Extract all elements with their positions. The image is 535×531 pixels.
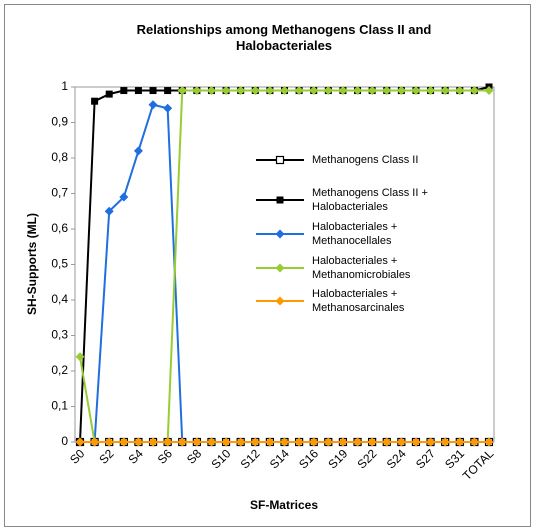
y-tick-label: 0,6 — [51, 221, 68, 235]
data-point — [455, 437, 465, 447]
y-tick-label: 0 — [61, 434, 68, 448]
data-point — [104, 206, 114, 216]
data-point — [236, 86, 246, 96]
data-point — [309, 86, 319, 96]
data-point — [192, 86, 202, 96]
data-point — [426, 437, 436, 447]
data-point — [469, 437, 479, 447]
data-point — [309, 437, 319, 447]
chart-title: Relationships among Methanogens Class II… — [136, 22, 432, 53]
data-point — [275, 296, 285, 306]
y-tick-label: 0,5 — [51, 257, 68, 271]
y-tick-label: 1 — [61, 79, 68, 93]
data-point — [294, 86, 304, 96]
data-point — [221, 86, 231, 96]
data-point — [396, 86, 406, 96]
data-point — [411, 437, 421, 447]
data-point — [134, 87, 142, 95]
legend-label: Halobacteriales + Methanocellales — [312, 221, 398, 247]
y-tick-label: 0,4 — [51, 292, 68, 306]
data-point — [426, 86, 436, 96]
data-point — [455, 86, 465, 96]
data-point — [206, 437, 216, 447]
y-tick-label: 0,7 — [51, 186, 68, 200]
data-point — [367, 86, 377, 96]
data-point — [221, 437, 231, 447]
legend-label: Halobacteriales + Methanosarcinales — [312, 288, 405, 314]
data-point — [119, 437, 129, 447]
data-point — [148, 437, 158, 447]
data-point — [149, 87, 157, 95]
data-point — [133, 437, 143, 447]
data-point — [276, 196, 284, 204]
data-point — [177, 86, 187, 96]
legend-label: Halobacteriales + Methanomicrobiales — [312, 255, 411, 281]
y-tick-label: 0,8 — [51, 150, 68, 164]
y-tick-label: 0,2 — [51, 363, 68, 377]
x-axis-title: SF-Matrices — [250, 498, 318, 512]
data-point — [367, 437, 377, 447]
data-point — [265, 437, 275, 447]
data-point — [353, 437, 363, 447]
data-point — [353, 86, 363, 96]
legend-label: Methanogens Class II — [312, 154, 419, 166]
data-point — [382, 437, 392, 447]
data-point — [120, 87, 128, 95]
data-point — [280, 86, 289, 96]
data-point — [484, 86, 494, 96]
data-point — [163, 437, 173, 447]
data-point — [250, 437, 260, 447]
y-tick-label: 0,3 — [51, 328, 68, 342]
data-point — [250, 86, 260, 96]
data-point — [440, 437, 450, 447]
data-point — [163, 103, 173, 113]
data-point — [164, 87, 172, 95]
series — [75, 437, 494, 447]
legend-label: Methanogens Class II + Halobacteriales — [312, 187, 428, 213]
data-point — [338, 437, 348, 447]
data-point — [440, 86, 450, 96]
data-point — [280, 437, 289, 447]
data-point — [275, 229, 285, 239]
data-point — [323, 437, 333, 447]
data-point — [323, 86, 333, 96]
data-point — [192, 437, 202, 447]
data-point — [119, 192, 129, 202]
data-point — [396, 437, 406, 447]
data-point — [75, 437, 85, 447]
data-point — [75, 352, 85, 362]
data-point — [104, 437, 114, 447]
y-tick-label: 0,1 — [51, 399, 68, 413]
data-point — [294, 437, 304, 447]
data-point — [275, 155, 285, 165]
data-point — [411, 86, 421, 96]
data-point — [105, 90, 113, 98]
data-point — [133, 146, 143, 156]
data-point — [382, 86, 392, 96]
data-point — [236, 437, 246, 447]
data-point — [177, 437, 187, 447]
data-point — [275, 263, 285, 273]
y-tick-label: 0,9 — [51, 115, 68, 129]
y-axis-title: SH-Supports (ML) — [25, 213, 39, 315]
data-point — [90, 437, 100, 447]
data-point — [338, 86, 348, 96]
data-point — [91, 97, 99, 105]
data-point — [469, 86, 479, 96]
data-point — [148, 100, 158, 110]
data-point — [484, 437, 494, 447]
data-point — [265, 86, 275, 96]
data-point — [206, 86, 216, 96]
